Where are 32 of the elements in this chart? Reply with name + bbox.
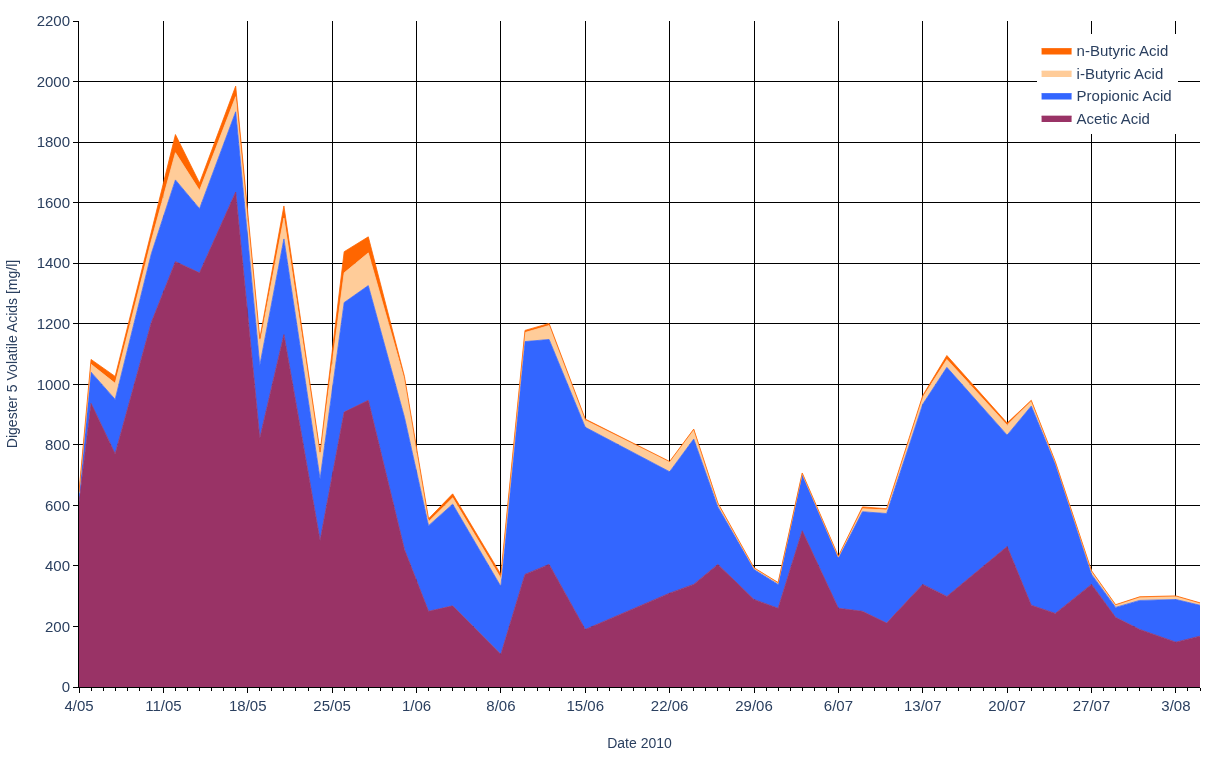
legend-label: Propionic Acid bbox=[1076, 87, 1172, 105]
y-tick-label: 1000 bbox=[36, 375, 70, 393]
x-tick-label: 13/07 bbox=[903, 697, 942, 714]
x-tick-label: 4/05 bbox=[64, 697, 94, 714]
x-tick-label: 29/06 bbox=[735, 697, 773, 714]
x-tick-label: 20/07 bbox=[988, 697, 1026, 714]
y-tick-label: 200 bbox=[44, 617, 70, 635]
y-tick-label: 1800 bbox=[36, 133, 70, 151]
x-tick-label: 22/06 bbox=[650, 697, 689, 714]
x-tick-label: 25/05 bbox=[313, 697, 351, 714]
y-tick-label: 0 bbox=[61, 678, 70, 696]
legend-label: n-Butyric Acid bbox=[1076, 42, 1169, 60]
x-tick-label: 11/05 bbox=[145, 697, 182, 714]
y-tick-label: 1200 bbox=[36, 314, 70, 332]
x-axis-title: Date 2010 bbox=[607, 735, 673, 752]
y-tick-label: 2200 bbox=[36, 12, 70, 30]
y-tick-label: 1400 bbox=[36, 254, 70, 272]
x-tick-label: 27/07 bbox=[1072, 697, 1111, 714]
y-axis-title: Digester 5 Volatile Acids [mg/l] bbox=[4, 259, 21, 449]
x-tick-label: 8/06 bbox=[486, 697, 516, 714]
legend-label: i-Butyric Acid bbox=[1076, 64, 1164, 82]
y-tick-label: 1600 bbox=[36, 193, 70, 211]
x-tick-label: 15/06 bbox=[566, 697, 605, 714]
x-tick-label: 6/07 bbox=[823, 697, 853, 714]
y-tick-label: 2000 bbox=[36, 72, 70, 90]
x-tick-label: 18/05 bbox=[228, 697, 267, 714]
y-tick-label: 400 bbox=[44, 557, 70, 575]
y-tick-label: 600 bbox=[44, 496, 70, 514]
legend-label: Acetic Acid bbox=[1076, 109, 1150, 127]
x-tick-label: 1/06 bbox=[401, 697, 432, 714]
x-tick-label: 3/08 bbox=[1161, 697, 1191, 714]
y-tick-label: 800 bbox=[44, 436, 70, 454]
